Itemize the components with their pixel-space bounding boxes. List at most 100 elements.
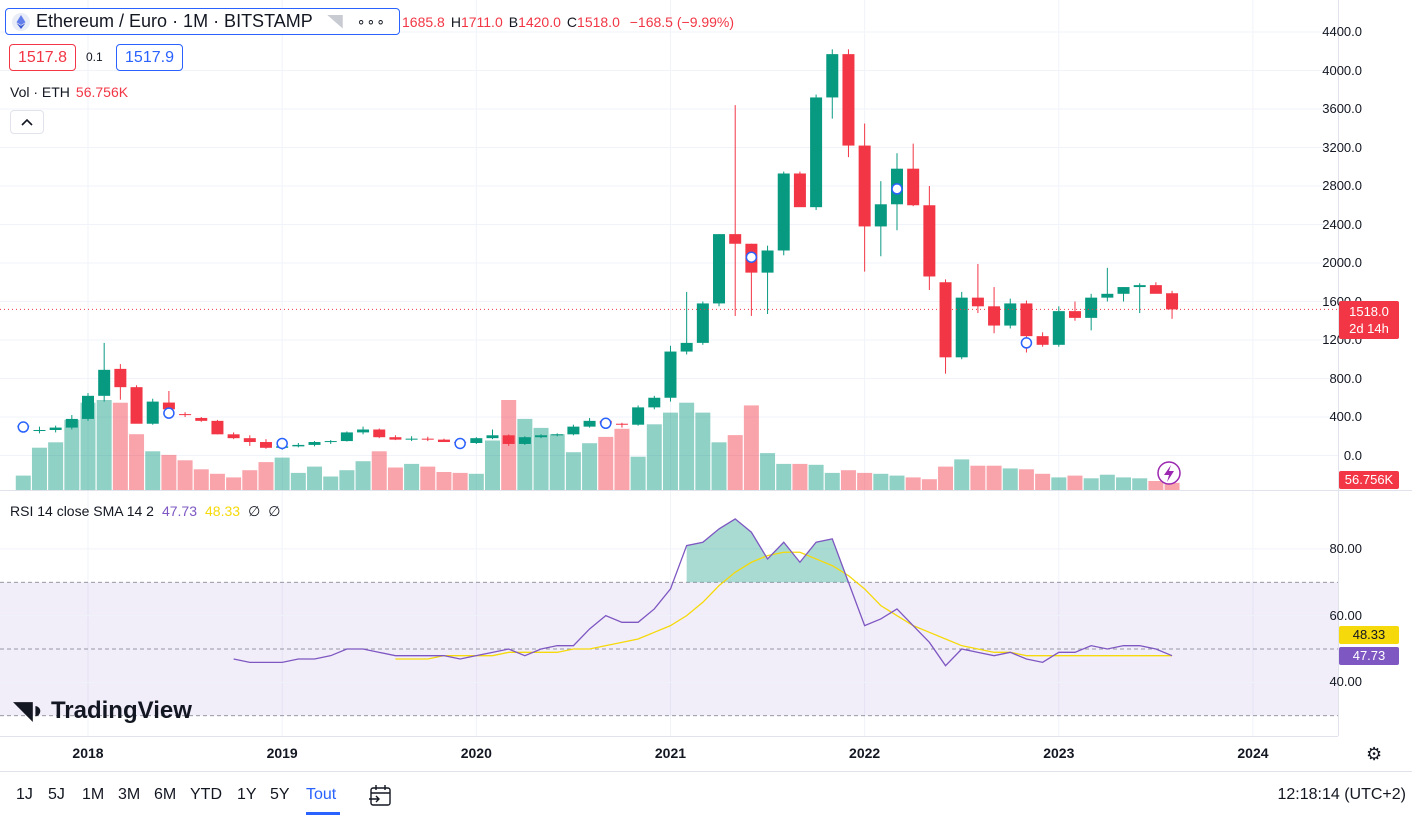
collapse-legend-button[interactable] [10, 110, 44, 134]
candle[interactable] [535, 434, 548, 439]
candle[interactable] [1101, 267, 1114, 302]
candle[interactable] [971, 263, 984, 314]
candle[interactable] [680, 291, 693, 355]
candle[interactable] [1117, 287, 1130, 302]
candle[interactable] [1166, 290, 1179, 319]
event-marker[interactable] [745, 251, 758, 263]
more-options-icon[interactable]: ∘∘∘ [356, 13, 387, 29]
candle[interactable] [114, 364, 127, 400]
candle[interactable] [923, 186, 936, 290]
candle[interactable] [33, 426, 46, 434]
time-axis-label: 2021 [654, 745, 687, 761]
candle[interactable] [1133, 283, 1146, 314]
event-marker[interactable] [600, 417, 612, 430]
candle[interactable] [777, 171, 790, 256]
range-button-1j[interactable]: 1J [16, 786, 33, 803]
symbol-search[interactable]: Ethereum / Euro · 1M · BITSTAMP ∘∘∘ [5, 8, 400, 35]
candle[interactable] [567, 424, 580, 436]
flag-icon[interactable] [326, 14, 343, 29]
candle[interactable] [49, 425, 62, 433]
candle[interactable] [421, 436, 434, 442]
chart-canvas[interactable] [0, 0, 1412, 770]
event-marker[interactable] [891, 183, 903, 195]
go-to-date-icon[interactable] [368, 783, 394, 809]
candle[interactable] [308, 441, 321, 447]
candle[interactable] [1052, 306, 1065, 347]
candle[interactable] [1068, 301, 1081, 321]
range-button-5y[interactable]: 5Y [270, 786, 290, 803]
candle[interactable] [551, 433, 564, 437]
settings-icon[interactable]: ⚙ [1366, 744, 1383, 764]
candle[interactable] [243, 435, 256, 446]
candle[interactable] [713, 234, 726, 307]
candle[interactable] [615, 422, 628, 428]
event-marker[interactable] [17, 421, 30, 433]
candle[interactable] [82, 392, 94, 421]
candle[interactable] [696, 301, 709, 345]
candle[interactable] [1085, 293, 1098, 331]
rsi-level-lines [0, 548, 1338, 717]
range-button-5j[interactable]: 5J [48, 786, 65, 803]
event-markers[interactable] [17, 183, 1033, 450]
candles[interactable] [17, 49, 1179, 450]
candle[interactable] [227, 432, 240, 440]
rsi-tag: 47.73 [1339, 647, 1399, 665]
candle[interactable] [1149, 282, 1162, 294]
event-marker[interactable] [1020, 337, 1033, 349]
candle[interactable] [502, 434, 515, 446]
candle[interactable] [340, 431, 353, 442]
candle[interactable] [955, 291, 968, 360]
range-button-1m[interactable]: 1M [82, 786, 105, 803]
candle[interactable] [988, 287, 1001, 334]
candle[interactable] [211, 419, 224, 435]
candle[interactable] [842, 49, 855, 158]
event-marker[interactable] [454, 437, 466, 450]
candle[interactable] [664, 345, 677, 402]
candle[interactable] [259, 439, 272, 449]
candle[interactable] [648, 395, 661, 410]
range-button-tout[interactable]: Tout [306, 786, 337, 803]
candle[interactable] [179, 412, 192, 417]
sell-button[interactable]: 1517.8 [9, 44, 76, 71]
range-button-ytd[interactable]: YTD [190, 786, 222, 803]
candle[interactable] [729, 105, 742, 316]
candle[interactable] [65, 415, 78, 430]
candle[interactable] [470, 437, 483, 444]
candle[interactable] [1004, 298, 1017, 329]
candle[interactable] [195, 417, 208, 422]
candle[interactable] [405, 436, 418, 442]
candle[interactable] [98, 342, 111, 402]
candle[interactable] [324, 440, 337, 444]
candle[interactable] [389, 435, 402, 441]
range-button-1y[interactable]: 1Y [237, 786, 257, 803]
buy-button[interactable]: 1517.9 [116, 44, 183, 71]
candle[interactable] [486, 429, 499, 440]
candle[interactable] [793, 171, 806, 208]
candle[interactable] [810, 94, 823, 211]
candle[interactable] [357, 426, 370, 435]
candle[interactable] [1036, 332, 1049, 347]
candle[interactable] [146, 398, 159, 425]
volume-bar [889, 475, 905, 490]
candle[interactable] [437, 438, 450, 443]
candle[interactable] [826, 49, 839, 119]
candle[interactable] [907, 143, 920, 207]
candle[interactable] [874, 181, 887, 257]
candle[interactable] [632, 405, 645, 426]
candle[interactable] [761, 245, 774, 315]
candle[interactable] [373, 428, 386, 439]
clock[interactable]: 12:18:14 (UTC+2) [1277, 786, 1406, 803]
range-button-3m[interactable]: 3M [118, 786, 141, 803]
volume-bar [193, 469, 209, 490]
flash-icon[interactable] [1157, 461, 1181, 485]
candle[interactable] [858, 123, 871, 272]
candle[interactable] [292, 442, 305, 448]
candle[interactable] [130, 385, 143, 424]
candle[interactable] [518, 436, 531, 445]
event-marker[interactable] [276, 437, 288, 450]
range-button-6m[interactable]: 6M [154, 786, 177, 803]
volume-bar [161, 454, 177, 490]
event-marker[interactable] [163, 407, 175, 419]
candle[interactable] [939, 279, 952, 374]
candle[interactable] [583, 417, 596, 428]
